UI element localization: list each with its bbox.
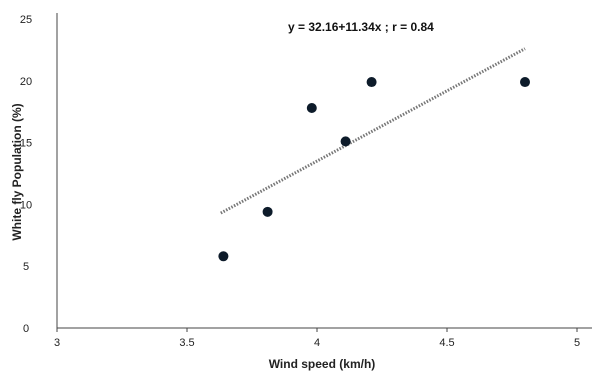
y-tick-labels: 0 5 10 15 20 25 (20, 14, 32, 335)
data-points (218, 77, 530, 262)
y-tick-label: 20 (20, 76, 32, 88)
trendline (220, 47, 526, 215)
y-tick-label: 0 (23, 323, 29, 335)
data-point (520, 77, 530, 88)
y-axis-title: White fly Population (%) (10, 103, 24, 240)
data-point (262, 206, 273, 217)
data-point (366, 77, 377, 88)
chart-axes (56, 13, 592, 329)
x-tick-label: 4.5 (439, 337, 454, 349)
y-tick-label: 25 (20, 14, 32, 26)
x-tick-label: 3 (54, 337, 60, 349)
x-tick-label: 5 (574, 337, 580, 349)
data-point (218, 251, 229, 262)
data-point (306, 102, 317, 113)
trendline-equation: y = 32.16+11.34x ; r = 0.84 (288, 20, 434, 34)
x-tick-labels: 3 3.5 4 4.5 5 (54, 328, 580, 349)
x-axis-title: Wind speed (km/h) (269, 357, 376, 371)
x-tick-label: 4 (314, 337, 320, 349)
data-point (340, 136, 351, 147)
x-tick-label: 3.5 (179, 337, 194, 349)
y-tick-label: 5 (23, 261, 29, 273)
y-tick-label: 15 (20, 138, 32, 150)
y-tick-label: 10 (20, 199, 32, 211)
